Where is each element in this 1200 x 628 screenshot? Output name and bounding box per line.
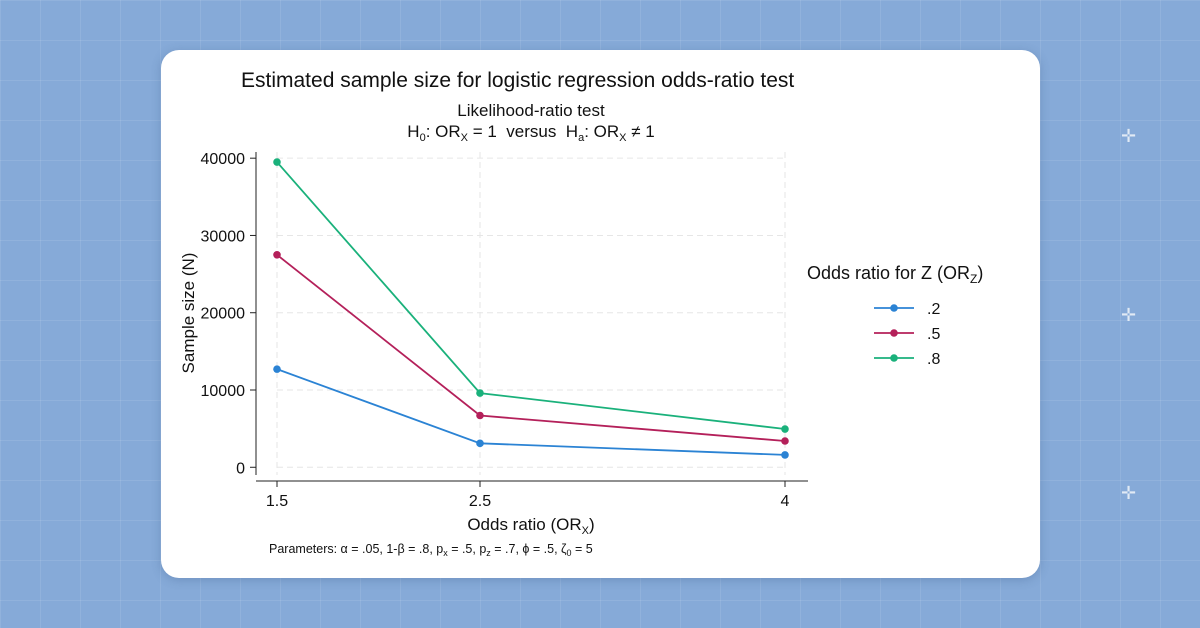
- y-axis-title: Sample size (N): [179, 253, 198, 374]
- y-tick-label: 0: [236, 460, 245, 477]
- legend-swatch-marker: [890, 329, 898, 337]
- parameters-note: Parameters: α = .05, 1-β = .8, px = .5, …: [269, 542, 593, 558]
- data-point: [476, 411, 484, 420]
- data-point: [781, 451, 789, 459]
- y-tick-label: 30000: [201, 228, 246, 245]
- legend-label: .8: [927, 351, 940, 368]
- data-point: [476, 389, 484, 397]
- series-line-5: [276, 254, 786, 442]
- legend-title: Odds ratio for Z (ORZ): [807, 263, 983, 286]
- x-axis-ticks: 1.5 2.5 4: [266, 481, 790, 510]
- chart-subtitle-test: Likelihood-ratio test: [457, 101, 605, 120]
- y-tick-label: 10000: [201, 383, 246, 400]
- chart-svg: Estimated sample size for logistic regre…: [179, 69, 983, 558]
- data-point: [781, 437, 789, 445]
- legend-swatch-marker: [890, 304, 898, 312]
- data-point: [273, 158, 281, 166]
- legend-label: .5: [927, 326, 940, 343]
- axes: [255, 152, 808, 482]
- data-point: [781, 425, 789, 433]
- data-point: [273, 250, 281, 259]
- data-point: [273, 365, 281, 373]
- series-line-2: [276, 368, 786, 456]
- data-point: [476, 439, 484, 448]
- sparkle-decoration: ✛: [1121, 126, 1137, 146]
- x-tick-label: 2.5: [469, 493, 491, 510]
- chart-title: Estimated sample size for logistic regre…: [241, 69, 794, 92]
- legend-label: .2: [927, 301, 940, 318]
- legend: .2 .5 .8: [874, 301, 940, 368]
- series-group: [273, 158, 789, 459]
- legend-swatch-marker: [890, 354, 898, 362]
- chart-subtitle-hypotheses: H0: ORX = 1 versus Ha: ORX ≠ 1: [407, 122, 654, 144]
- grid-lines: [276, 152, 786, 475]
- x-tick-label: 1.5: [266, 493, 288, 510]
- y-axis-ticks: 0 10000 20000 30000 40000: [201, 151, 256, 477]
- y-tick-label: 40000: [201, 151, 246, 168]
- y-tick-label: 20000: [201, 306, 246, 323]
- series-line-8: [276, 161, 786, 430]
- sparkle-decoration: ✛: [1121, 305, 1137, 325]
- x-axis-title: Odds ratio (ORX): [467, 515, 594, 537]
- chart-card: Estimated sample size for logistic regre…: [161, 50, 1040, 578]
- sparkle-decoration: ✛: [1121, 483, 1137, 503]
- x-tick-label: 4: [781, 493, 790, 510]
